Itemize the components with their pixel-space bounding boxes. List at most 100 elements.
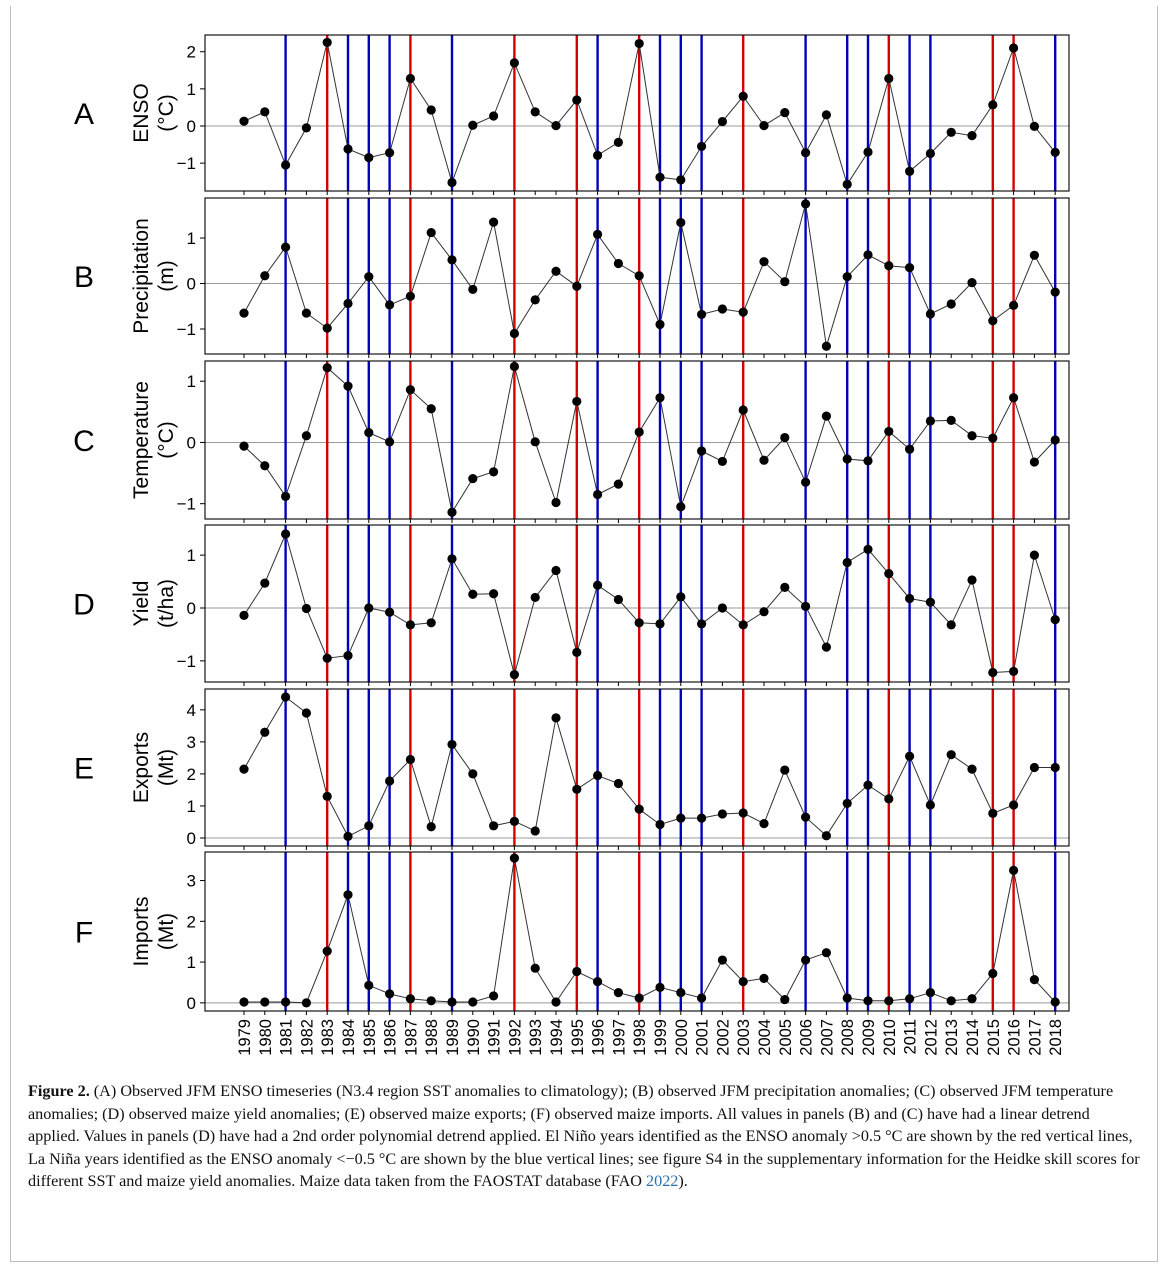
data-point-1988 <box>426 822 436 832</box>
y-axis-label-line: (m) <box>155 260 178 291</box>
data-point-2005 <box>780 108 790 118</box>
data-point-2008 <box>842 272 852 282</box>
data-point-2002 <box>717 116 728 127</box>
y-tick-label: 0 <box>187 599 196 618</box>
data-point-2013 <box>946 127 956 137</box>
x-tick-label: 1999 <box>652 1019 670 1056</box>
data-point-1989 <box>447 739 457 750</box>
data-point-1980 <box>260 578 270 588</box>
data-point-2011 <box>905 166 915 176</box>
data-point-2013 <box>946 299 956 309</box>
data-point-2000 <box>676 217 686 228</box>
x-tick-label: 2001 <box>694 1019 712 1056</box>
data-point-2014 <box>967 575 977 585</box>
y-axis-label: Exports(Mt) <box>130 732 178 803</box>
data-point-1981 <box>281 529 291 539</box>
data-point-2010 <box>884 261 894 271</box>
data-point-1979 <box>239 441 249 451</box>
data-point-1999 <box>655 982 665 992</box>
data-point-1997 <box>613 258 624 269</box>
data-point-2001 <box>697 446 707 456</box>
y-tick-label: 0 <box>187 433 196 452</box>
data-point-2004 <box>759 973 769 983</box>
data-point-1989 <box>447 554 457 564</box>
data-point-1991 <box>489 821 499 831</box>
data-point-1999 <box>655 319 665 330</box>
data-point-1995 <box>572 784 582 794</box>
data-point-2007 <box>821 831 832 841</box>
data-point-1987 <box>405 73 415 84</box>
series-line <box>243 696 1056 838</box>
data-point-2015 <box>988 968 998 979</box>
data-point-2000 <box>676 988 686 998</box>
data-point-2009 <box>863 250 873 260</box>
panel-b: −1 0 1 Precipitation(m) B <box>74 197 1070 358</box>
caption-label: Figure 2. <box>28 1082 90 1100</box>
data-point-2001 <box>697 309 707 320</box>
data-point-1994 <box>551 713 561 723</box>
data-point-2004 <box>759 257 769 267</box>
y-axis-label: Imports(Mt) <box>130 896 178 966</box>
data-point-1997 <box>613 137 624 147</box>
x-tick-label: 2017 <box>1026 1019 1044 1056</box>
data-point-1979 <box>239 610 249 620</box>
data-point-1998 <box>634 993 644 1003</box>
y-tick-label: 2 <box>187 43 196 62</box>
y-axis-label-line: (°C) <box>155 421 178 459</box>
data-point-1994 <box>551 565 561 576</box>
x-tick-label: 2012 <box>922 1019 940 1056</box>
data-point-2012 <box>925 309 936 319</box>
data-point-2017 <box>1029 457 1039 467</box>
data-point-1999 <box>655 619 665 629</box>
data-point-1983 <box>322 323 332 333</box>
data-point-2012 <box>925 800 936 810</box>
data-point-1996 <box>593 229 603 239</box>
panel-e: 0 1 2 3 4 Exports(Mt) E <box>74 688 1070 850</box>
data-point-2006 <box>801 477 811 487</box>
data-point-2013 <box>946 996 956 1006</box>
data-point-2009 <box>863 544 873 554</box>
x-tick-label: 2005 <box>777 1019 795 1056</box>
y-axis-label-line: Imports <box>130 896 153 966</box>
x-tick-label: 1995 <box>569 1019 587 1056</box>
data-point-1982 <box>301 708 311 718</box>
data-point-1993 <box>530 437 540 447</box>
data-point-1989 <box>447 997 457 1007</box>
caption-citation-link[interactable]: 2022 <box>646 1172 679 1191</box>
x-tick-label: 2002 <box>714 1019 732 1056</box>
data-point-1980 <box>260 461 270 471</box>
data-point-1986 <box>385 607 395 617</box>
data-point-1998 <box>634 38 644 49</box>
data-point-2005 <box>780 994 790 1005</box>
y-axis-label-line: Yield <box>130 581 153 627</box>
data-point-1983 <box>322 653 332 663</box>
y-tick-label: −1 <box>177 154 196 173</box>
y-axis-label-line: ENSO <box>130 83 153 143</box>
y-tick-label: 4 <box>187 701 196 720</box>
x-tick-label: 1981 <box>278 1019 296 1056</box>
data-point-2010 <box>884 73 894 84</box>
data-point-2006 <box>801 148 811 158</box>
data-point-1998 <box>634 618 644 628</box>
x-tick-label: 1985 <box>361 1019 379 1056</box>
data-point-1993 <box>530 963 540 973</box>
y-tick-label: 1 <box>187 953 196 972</box>
figure-caption: Figure 2. (A) Observed JFM ENSO timeseri… <box>28 1080 1143 1193</box>
data-point-1984 <box>343 831 353 841</box>
data-point-2003 <box>738 405 748 415</box>
x-tick-label: 1984 <box>340 1019 358 1056</box>
data-point-2008 <box>842 798 852 808</box>
y-tick-label: 0 <box>187 829 196 848</box>
data-point-2003 <box>738 91 748 101</box>
data-point-1984 <box>343 144 353 154</box>
data-point-2015 <box>988 100 998 110</box>
x-tick-label: 1997 <box>610 1019 628 1056</box>
panel-frame <box>204 851 1070 1012</box>
data-point-1979 <box>239 997 249 1007</box>
y-tick-label: 1 <box>187 80 196 99</box>
data-point-2013 <box>946 620 956 630</box>
y-axis-label-line: (Mt) <box>155 913 178 950</box>
panel-frame <box>204 34 1070 192</box>
panel-frame <box>204 524 1070 683</box>
data-point-2016 <box>1009 300 1019 310</box>
